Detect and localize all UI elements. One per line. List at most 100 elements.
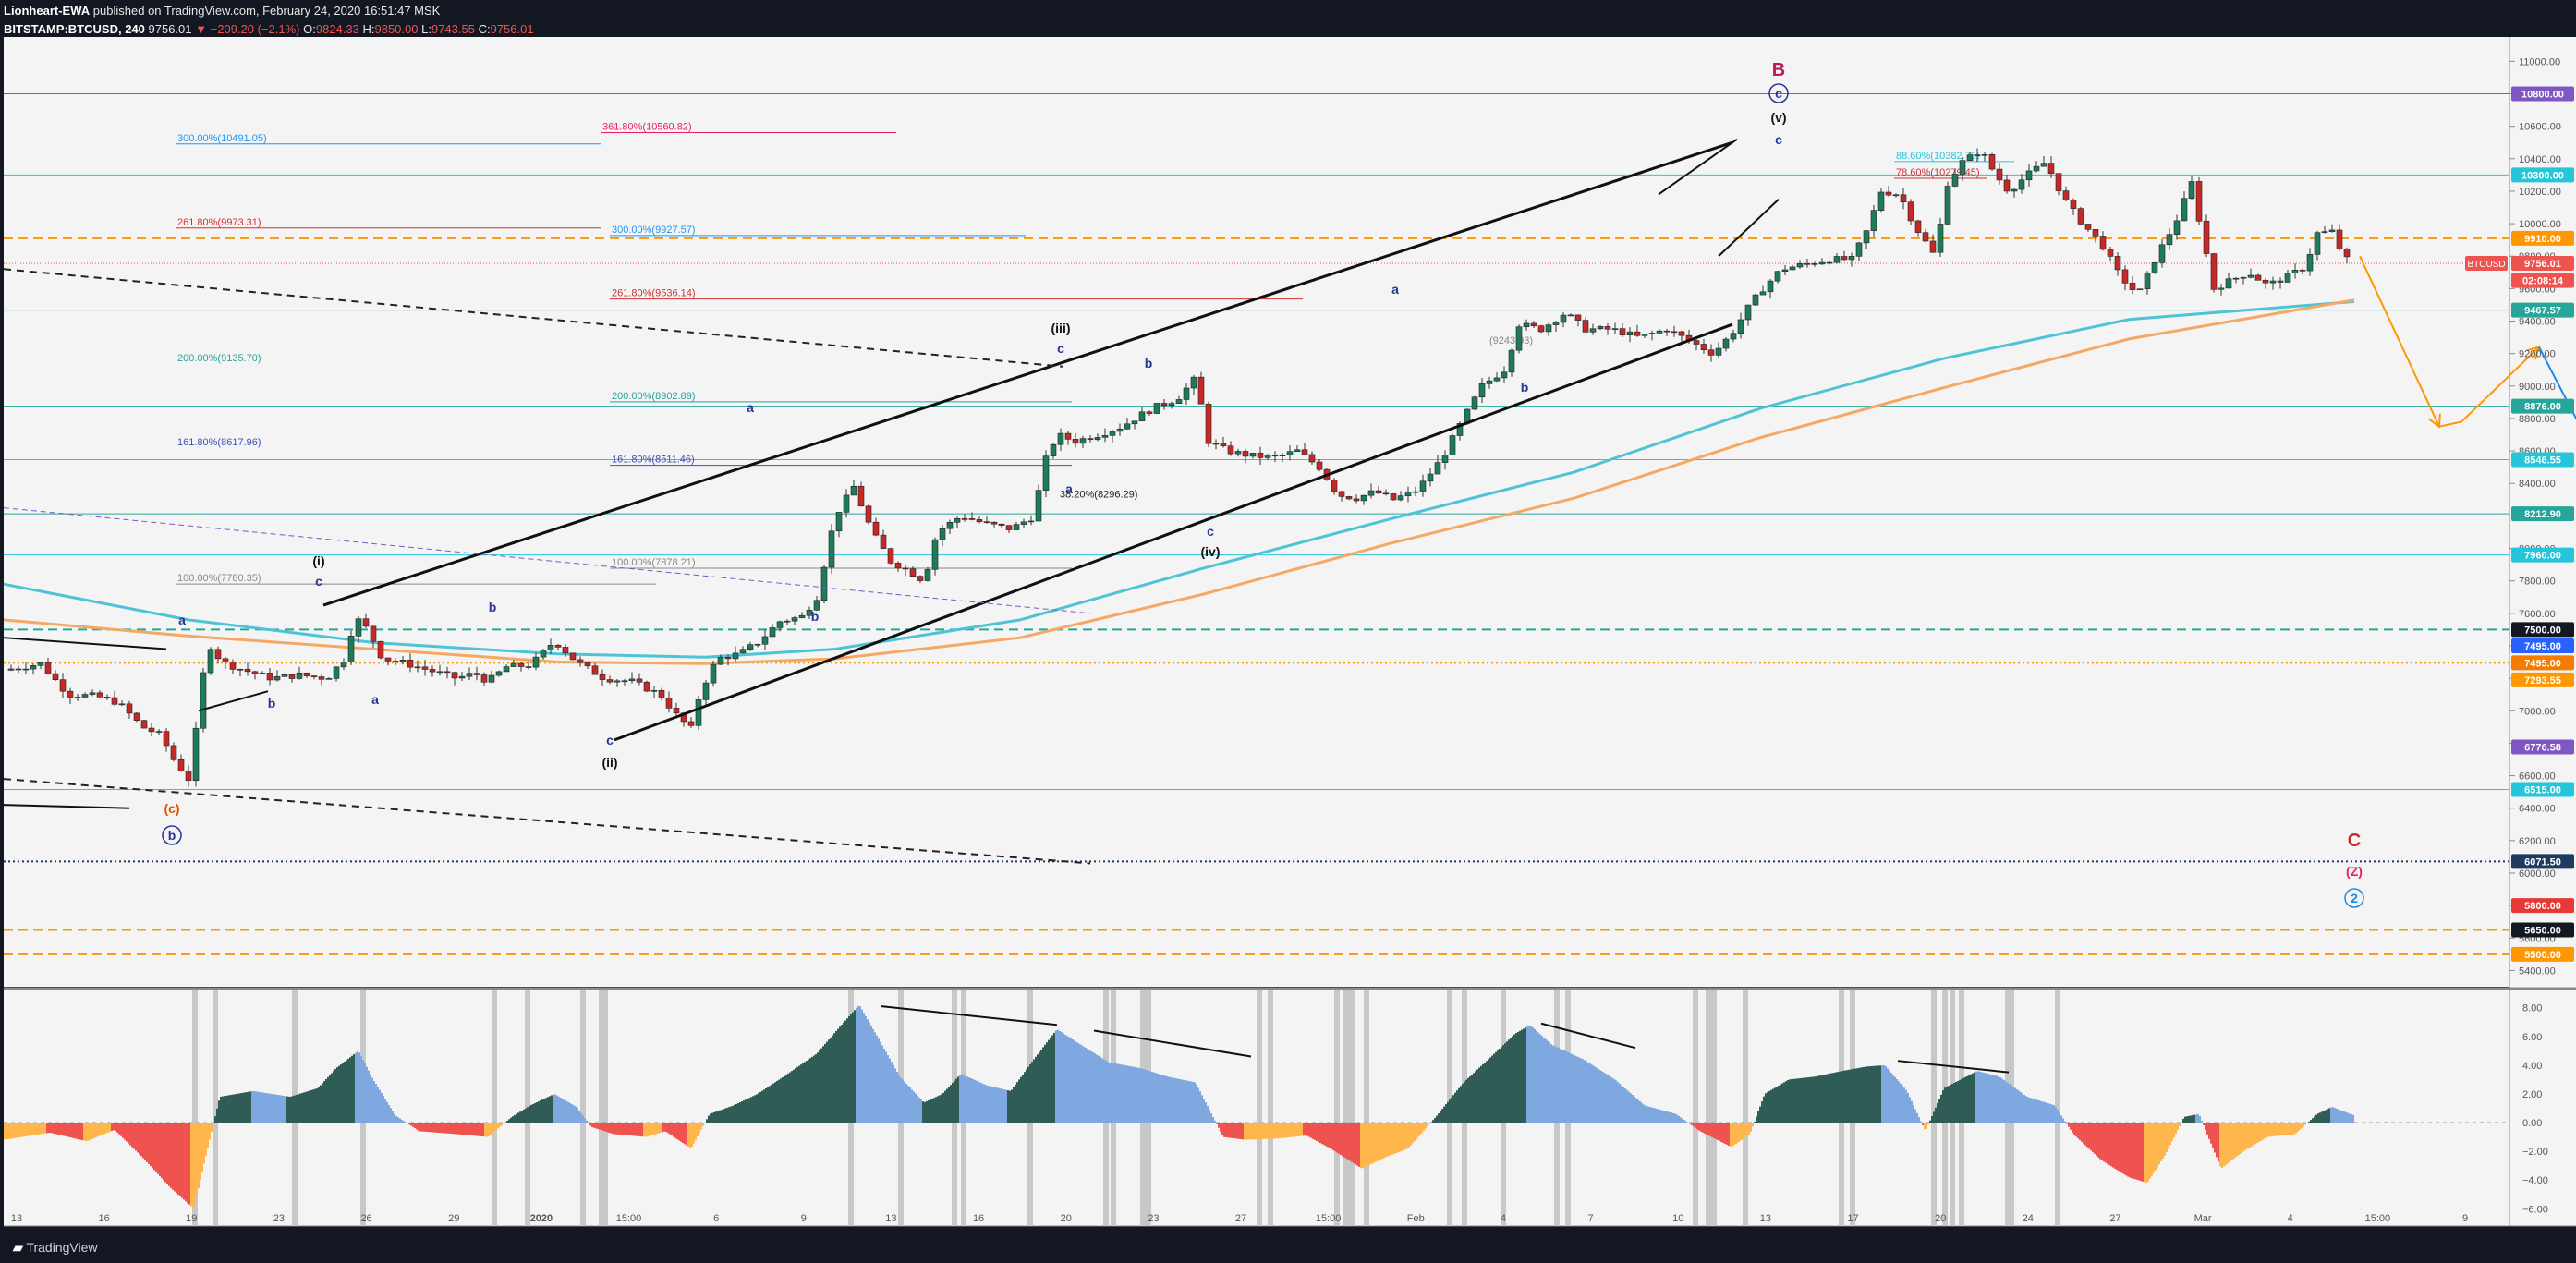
wave-label-23[interactable]: b xyxy=(1521,380,1529,395)
price-badge[interactable] xyxy=(2511,739,2574,755)
price-badge[interactable] xyxy=(2511,547,2574,563)
trend-line-7[interactable] xyxy=(198,690,269,712)
wave-label-13[interactable]: b xyxy=(168,828,176,843)
wave-label-2[interactable]: (v) xyxy=(1770,110,1786,125)
price-badge[interactable] xyxy=(2511,398,2574,414)
candle xyxy=(30,663,37,675)
price-badge[interactable] xyxy=(2511,854,2574,869)
candle xyxy=(1611,322,1619,334)
trend-line-3[interactable] xyxy=(3,778,1091,865)
wave-label-17[interactable]: b xyxy=(489,600,497,614)
wave-label-4[interactable]: (iii) xyxy=(1051,321,1071,335)
oscillator-bar xyxy=(279,1095,281,1123)
price-badge[interactable] xyxy=(2511,452,2574,468)
price-badge[interactable] xyxy=(2511,638,2574,653)
wave-label-24[interactable]: C xyxy=(2348,831,2361,851)
wave-label-25[interactable]: (Z) xyxy=(2346,864,2363,879)
wave-label-1[interactable]: c xyxy=(1775,86,1782,101)
divergence-line-0[interactable] xyxy=(881,1005,1058,1026)
candle-body xyxy=(1094,437,1101,441)
oscillator-bar xyxy=(43,1123,44,1135)
price-badge[interactable] xyxy=(2511,655,2574,671)
trend-line-0[interactable] xyxy=(322,140,1733,607)
candle xyxy=(894,561,902,572)
oscillator-bar xyxy=(1615,1080,1617,1123)
wave-label-5[interactable]: c xyxy=(1057,341,1064,356)
wave-label-9[interactable]: c xyxy=(606,733,614,747)
time-tick-label: 20 xyxy=(1935,1213,1946,1224)
projection-path-1[interactable] xyxy=(2538,346,2576,622)
divergence-line-3[interactable] xyxy=(1897,1060,2010,1074)
oscillator-axis[interactable]: 8.006.004.002.000.00−2.00−4.00−6.00 xyxy=(2522,1003,2548,1216)
candle-body xyxy=(1501,371,1508,379)
wave-label-15[interactable]: b xyxy=(268,696,276,710)
divergence-line-2[interactable] xyxy=(1540,1022,1636,1050)
price-badge[interactable] xyxy=(2511,273,2574,288)
price-badge[interactable] xyxy=(2511,898,2574,914)
oscillator-bar xyxy=(2157,1123,2158,1168)
oscillator-bar xyxy=(1905,1089,1907,1123)
wave-label-10[interactable]: (iv) xyxy=(1201,544,1221,559)
wave-label-11[interactable]: c xyxy=(1207,524,1214,539)
price-badge[interactable] xyxy=(2511,782,2574,797)
wave-label-26[interactable]: 2 xyxy=(2351,891,2358,905)
projection-path-0[interactable] xyxy=(2359,255,2540,428)
price-badge[interactable] xyxy=(2511,506,2574,522)
wave-label-20[interactable]: a xyxy=(1065,481,1073,496)
wave-label-22[interactable]: a xyxy=(1391,282,1399,297)
wave-labels: Bc (v) c (iii) c (i) c (ii) c (iv) c (c) b a b a b a b a b a b… xyxy=(162,60,2364,908)
wave-label-18[interactable]: a xyxy=(747,400,754,415)
trend-line-5[interactable] xyxy=(3,637,167,650)
candle-body xyxy=(1730,333,1737,340)
wave-label-14[interactable]: a xyxy=(178,613,186,627)
wave-label-6[interactable]: (i) xyxy=(312,553,324,568)
oscillator-bar xyxy=(1386,1123,1388,1157)
trend-line-9[interactable] xyxy=(1718,199,1780,257)
oscillator-bar xyxy=(519,1111,521,1123)
oscillator-bar xyxy=(285,1096,286,1123)
wave-label-7[interactable]: c xyxy=(315,574,322,589)
wave-label-21[interactable]: b xyxy=(1145,356,1153,370)
price-badge[interactable] xyxy=(2511,86,2574,102)
price-badge[interactable] xyxy=(2511,230,2574,246)
symbol-label[interactable]: BITSTAMP:BTCUSD, 240 xyxy=(4,22,145,36)
candle xyxy=(606,675,614,685)
author-name[interactable]: Lionheart-EWA xyxy=(4,4,91,18)
oscillator-bar xyxy=(2199,1116,2201,1123)
wave-label-3[interactable]: c xyxy=(1775,132,1782,147)
wave-label-16[interactable]: a xyxy=(371,692,379,707)
wave-label-19[interactable]: b xyxy=(811,609,820,624)
candle xyxy=(813,595,820,612)
oscillator-bar xyxy=(1441,1109,1443,1123)
oscillator-bar xyxy=(2118,1123,2120,1172)
price-badge[interactable] xyxy=(2511,302,2574,318)
wave-label-12[interactable]: (c) xyxy=(164,801,179,816)
candle xyxy=(310,675,318,680)
price-badge[interactable] xyxy=(2511,946,2574,962)
wave-label-8[interactable]: (ii) xyxy=(601,755,617,770)
trend-line-4[interactable] xyxy=(3,507,1091,614)
price-badge[interactable] xyxy=(2511,622,2574,638)
publish-line: Lionheart-EWA published on TradingView.c… xyxy=(4,2,534,20)
wave-label-0[interactable]: B xyxy=(1772,60,1785,80)
divergence-line-1[interactable] xyxy=(1093,1029,1252,1058)
price-badge[interactable] xyxy=(2511,922,2574,938)
candle xyxy=(1087,435,1094,443)
trend-line-1[interactable] xyxy=(614,322,1733,742)
oscillator-bar xyxy=(2134,1123,2136,1180)
candle xyxy=(1138,407,1146,422)
footer-brand[interactable]: ▰ TradingView xyxy=(13,1238,97,1257)
price-badge[interactable] xyxy=(2511,255,2574,271)
oscillator-bar xyxy=(1188,1081,1190,1123)
oscillator-bar xyxy=(135,1123,137,1151)
symbol-tag[interactable] xyxy=(2465,255,2508,271)
oscillator-bar xyxy=(103,1123,105,1135)
trend-line-6[interactable] xyxy=(3,804,130,809)
time-axis[interactable]: 13 16 19 23 26 29 2020 15:00 6 9 13 16 20 23 27 15:00 Fe… xyxy=(11,1213,2468,1224)
trend-line-2[interactable] xyxy=(3,268,1063,368)
price-badge[interactable] xyxy=(2511,672,2574,687)
price-badge[interactable] xyxy=(2511,167,2574,183)
candle xyxy=(1493,372,1501,383)
trend-line-8[interactable] xyxy=(1658,138,1738,196)
